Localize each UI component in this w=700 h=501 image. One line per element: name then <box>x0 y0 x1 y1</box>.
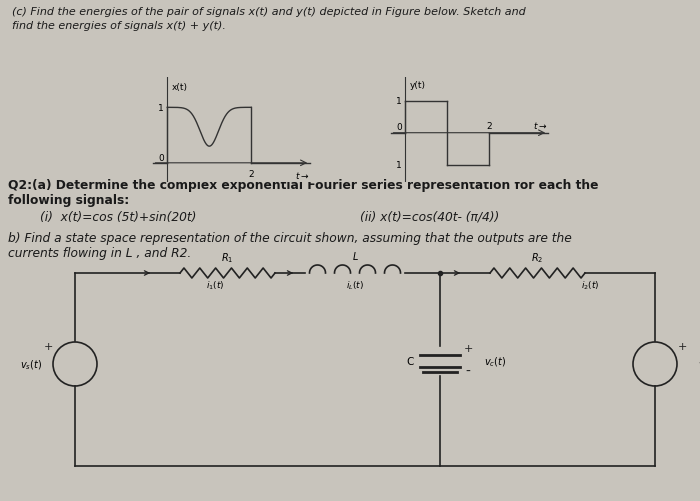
Text: (c) Find the energies of the pair of signals x(t) and y(t) depicted in Figure be: (c) Find the energies of the pair of sig… <box>12 7 526 17</box>
Text: 1: 1 <box>158 104 164 113</box>
Text: $R_1$: $R_1$ <box>220 250 233 264</box>
Text: currents flowing in L , and R2.: currents flowing in L , and R2. <box>8 246 191 260</box>
Text: find the energies of signals x(t) + y(t).: find the energies of signals x(t) + y(t)… <box>12 21 226 31</box>
Text: +: + <box>43 341 52 351</box>
Text: $i_2(t)$: $i_2(t)$ <box>581 279 599 291</box>
Text: 2: 2 <box>486 122 492 131</box>
Text: +: + <box>463 343 473 353</box>
Text: $R_2$: $R_2$ <box>531 250 543 264</box>
Text: $t\rightarrow$: $t\rightarrow$ <box>295 170 309 181</box>
Text: y(t): y(t) <box>410 81 426 90</box>
Text: (ii) x(t)=cos(40t- (π/4)): (ii) x(t)=cos(40t- (π/4)) <box>360 210 499 223</box>
Text: x(t): x(t) <box>172 83 188 92</box>
Text: Q2:(a) Determine the complex exponential Fourier series representation for each : Q2:(a) Determine the complex exponential… <box>8 179 598 191</box>
Text: 0: 0 <box>158 153 164 162</box>
Text: C: C <box>406 356 414 366</box>
Text: $v_2(t)$: $v_2(t)$ <box>697 358 700 371</box>
Text: $i_L(t)$: $i_L(t)$ <box>346 279 364 291</box>
Text: $v_s(t)$: $v_s(t)$ <box>20 358 42 371</box>
Text: b) Find a state space representation of the circuit shown, assuming that the out: b) Find a state space representation of … <box>8 231 572 244</box>
Text: 2: 2 <box>248 170 254 179</box>
Text: 0: 0 <box>396 123 402 132</box>
Text: $t\rightarrow$: $t\rightarrow$ <box>533 120 547 131</box>
Text: +: + <box>678 341 687 351</box>
Text: 1: 1 <box>396 161 402 170</box>
Text: (i)  x(t)=cos (5t)+sin(20t): (i) x(t)=cos (5t)+sin(20t) <box>40 210 197 223</box>
Text: $i_1(t)$: $i_1(t)$ <box>206 279 224 291</box>
Text: 1: 1 <box>396 97 402 106</box>
Text: $v_c(t)$: $v_c(t)$ <box>484 355 506 368</box>
Text: -: - <box>466 364 470 378</box>
Text: $L$: $L$ <box>351 249 358 262</box>
Text: following signals:: following signals: <box>8 193 130 206</box>
